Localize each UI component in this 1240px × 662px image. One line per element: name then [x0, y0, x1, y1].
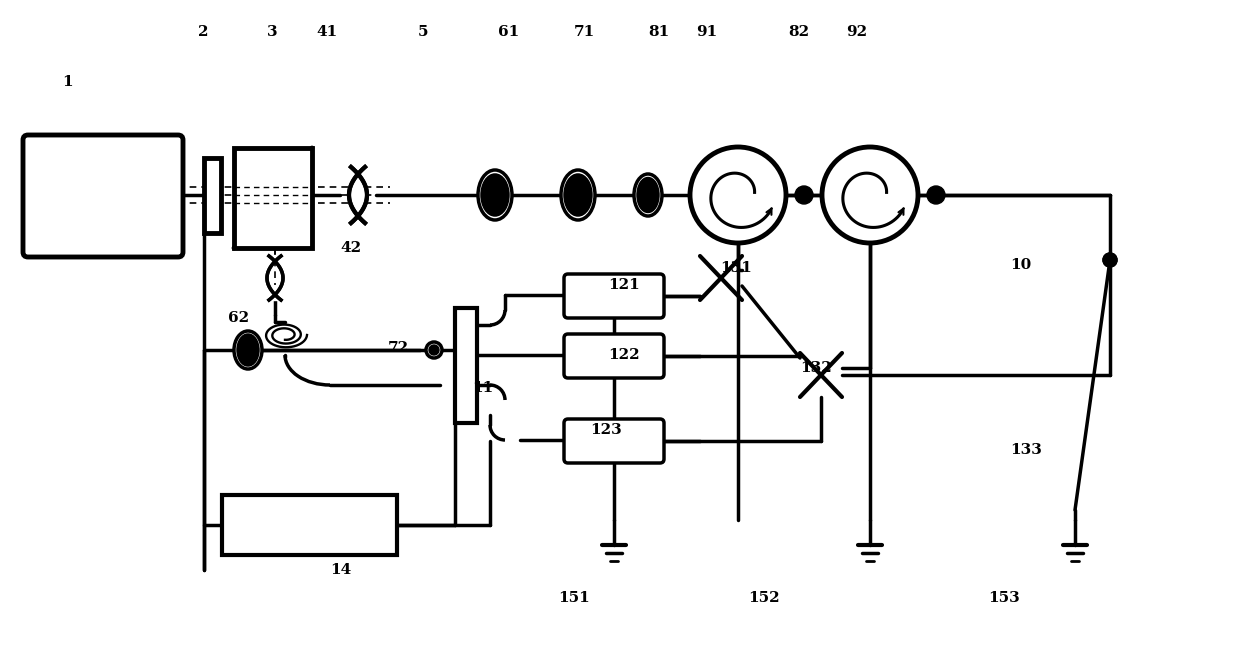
- FancyBboxPatch shape: [564, 419, 663, 463]
- Text: 71: 71: [574, 25, 595, 39]
- Ellipse shape: [565, 175, 591, 215]
- Circle shape: [427, 342, 441, 358]
- Text: 2: 2: [198, 25, 208, 39]
- FancyBboxPatch shape: [24, 135, 184, 257]
- Text: 3: 3: [267, 25, 278, 39]
- Text: 42: 42: [340, 241, 361, 255]
- Text: 41: 41: [316, 25, 337, 39]
- Text: 91: 91: [696, 25, 717, 39]
- Text: 123: 123: [590, 423, 621, 437]
- Circle shape: [1104, 253, 1117, 267]
- Bar: [205, 158, 221, 233]
- Text: 132: 132: [800, 361, 832, 375]
- Bar: [222, 495, 397, 555]
- Ellipse shape: [234, 331, 262, 369]
- Text: 152: 152: [748, 591, 780, 605]
- Circle shape: [429, 345, 439, 355]
- Text: 11: 11: [472, 381, 494, 395]
- Text: 81: 81: [649, 25, 670, 39]
- Ellipse shape: [639, 179, 658, 211]
- Text: 151: 151: [558, 591, 590, 605]
- Ellipse shape: [477, 170, 512, 220]
- Circle shape: [1104, 253, 1117, 267]
- Text: 153: 153: [988, 591, 1019, 605]
- Text: 5: 5: [418, 25, 429, 39]
- Ellipse shape: [560, 170, 595, 220]
- Text: 122: 122: [608, 348, 640, 362]
- Text: 72: 72: [388, 341, 409, 355]
- Text: 14: 14: [330, 563, 351, 577]
- Circle shape: [795, 186, 813, 204]
- Text: 10: 10: [1011, 258, 1032, 272]
- Text: 82: 82: [787, 25, 810, 39]
- Ellipse shape: [634, 174, 662, 216]
- Text: 133: 133: [1011, 443, 1042, 457]
- FancyBboxPatch shape: [564, 274, 663, 318]
- Bar: [455, 308, 477, 423]
- Text: 131: 131: [720, 261, 751, 275]
- Ellipse shape: [482, 175, 508, 215]
- Text: 92: 92: [846, 25, 867, 39]
- Bar: [234, 148, 312, 248]
- Circle shape: [822, 147, 918, 243]
- Circle shape: [689, 147, 786, 243]
- Text: 62: 62: [228, 311, 249, 325]
- Text: 61: 61: [498, 25, 520, 39]
- Text: 121: 121: [608, 278, 640, 292]
- Ellipse shape: [238, 335, 258, 365]
- Text: 1: 1: [62, 75, 73, 89]
- Circle shape: [928, 186, 945, 204]
- FancyBboxPatch shape: [564, 334, 663, 378]
